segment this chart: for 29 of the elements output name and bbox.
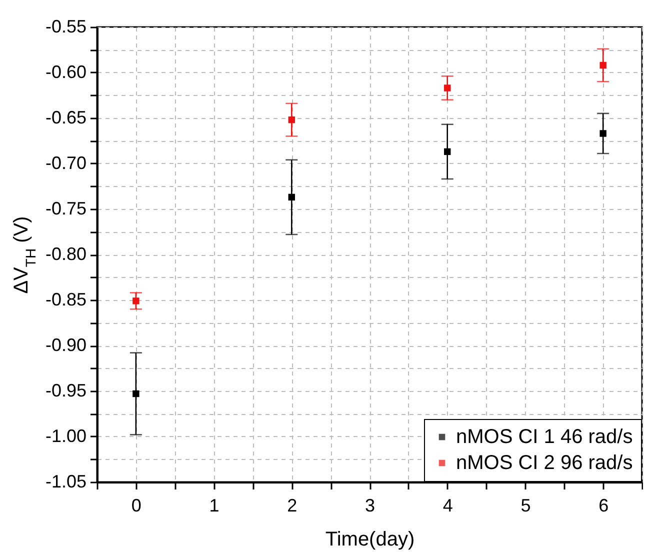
point bbox=[288, 194, 295, 201]
point bbox=[600, 62, 606, 69]
x-tick-label: 5 bbox=[520, 496, 531, 516]
x-tick-label: 3 bbox=[364, 496, 376, 516]
point bbox=[444, 84, 451, 92]
y-tick-label: -0.70 bbox=[45, 153, 86, 173]
y-tick-label: -0.80 bbox=[45, 244, 86, 264]
point bbox=[600, 130, 606, 137]
y-tick-label: -0.65 bbox=[45, 108, 86, 128]
y-tick-label: -0.55 bbox=[45, 16, 86, 36]
y-tick-label: -0.75 bbox=[45, 198, 86, 218]
x-tick-label: 4 bbox=[442, 496, 453, 516]
y-tick-label: -1.00 bbox=[45, 426, 86, 446]
y-tick-label: -0.90 bbox=[45, 335, 86, 355]
y-tick-label: -0.85 bbox=[45, 290, 86, 310]
point bbox=[288, 116, 295, 124]
legend-label: nMOS CI 1 46 rad/s bbox=[456, 426, 633, 448]
y-tick-label: -0.60 bbox=[45, 62, 86, 82]
point bbox=[132, 390, 140, 398]
point bbox=[132, 298, 140, 304]
x-tick-label: 2 bbox=[287, 496, 298, 516]
x-tick-label: 0 bbox=[131, 496, 142, 516]
y-tick-label: -1.05 bbox=[45, 472, 86, 492]
y-tick-label: -0.95 bbox=[45, 380, 86, 400]
legend-label: nMOS CI 2 96 rad/s bbox=[456, 452, 633, 474]
x-axis-title: Time(day) bbox=[325, 528, 415, 550]
x-tick-label: 6 bbox=[598, 496, 609, 516]
point bbox=[444, 148, 451, 156]
x-tick-label: 1 bbox=[209, 496, 220, 516]
